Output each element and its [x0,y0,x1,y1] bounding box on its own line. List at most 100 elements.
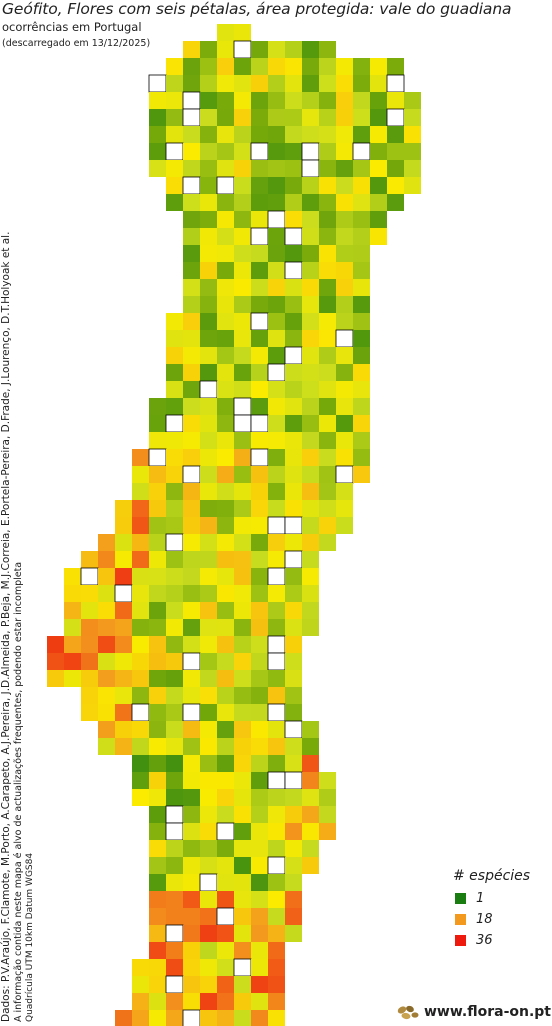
grid-cell [200,908,217,925]
grid-cell [200,160,217,177]
grid-cell [166,772,183,789]
grid-cell [268,976,285,993]
grid-cell [285,840,302,857]
grid-cell [251,857,268,874]
grid-cell [132,636,149,653]
grid-cell [149,517,166,534]
grid-cell [251,653,268,670]
grid-cell [234,653,251,670]
grid-cell [200,772,217,789]
grid-cell [149,619,166,636]
grid-cell [166,381,183,398]
grid-cell [217,670,234,687]
grid-cell [234,24,251,41]
grid-cell [166,636,183,653]
grid-cell [132,993,149,1010]
grid-cell [251,891,268,908]
grid-cell [217,534,234,551]
grid-cell [166,466,183,483]
grid-cell [149,653,166,670]
grid-cell [217,636,234,653]
data-credits-text: Dados: P.V.Araújo, F.Clamote, M.Porto, A… [0,231,12,1022]
grid-cell [132,789,149,806]
grid-cell [149,704,166,721]
grid-cell [132,772,149,789]
grid-cell [217,721,234,738]
grid-cell [200,840,217,857]
grid-cell [98,704,115,721]
grid-cell [336,296,353,313]
grid-cell [285,874,302,891]
grid-cell [64,585,81,602]
grid-cell [216,822,235,841]
grid-cell [234,432,251,449]
grid-cell [302,806,319,823]
grid-cell [115,738,132,755]
grid-cell [148,448,167,467]
grid-cell [285,755,302,772]
grid-cell [132,449,149,466]
grid-cell [217,58,234,75]
grid-cell [353,262,370,279]
grid-cell [319,194,336,211]
grid-cell [217,619,234,636]
grid-cell [217,194,234,211]
grid-cell [199,380,218,399]
grid-cell [183,840,200,857]
grid-cell [353,466,370,483]
grid-cell [149,636,166,653]
grid-cell [217,415,234,432]
grid-cell [302,789,319,806]
grid-cell [166,908,183,925]
grid-cell [183,126,200,143]
grid-cell [251,789,268,806]
grid-cell [115,619,132,636]
grid-cell [302,245,319,262]
grid-cell [268,534,285,551]
grid-cell [285,58,302,75]
grid-cell [268,942,285,959]
grid-cell [302,857,319,874]
grid-cell [217,381,234,398]
grid-cell [268,891,285,908]
grid-cell [149,976,166,993]
grid-cell [251,296,268,313]
grid-cell [166,364,183,381]
grid-cell [200,551,217,568]
grid-cell [251,806,268,823]
grid-cell [285,704,302,721]
grid-cell [183,976,200,993]
grid-cell [183,789,200,806]
grid-cell [233,40,252,59]
grid-cell [302,330,319,347]
grid-cell [182,703,201,722]
flora-on-link[interactable]: www.flora-on.pt [396,1003,551,1021]
grid-cell [200,466,217,483]
grid-cell [183,41,200,58]
grid-cell [165,924,184,943]
grid-cell [268,551,285,568]
grid-cell [166,1010,183,1026]
grid-cell [115,517,132,534]
grid-cell [166,874,183,891]
grid-cell [98,687,115,704]
grid-cell [336,415,353,432]
grid-cell [268,466,285,483]
grid-cell [285,143,302,160]
grid-cell [370,228,387,245]
grid-cell [149,109,166,126]
grid-cell [64,602,81,619]
grid-cell [183,874,200,891]
grid-cell [98,568,115,585]
grid-cell [234,109,251,126]
grid-cell [268,109,285,126]
grid-cell [183,738,200,755]
grid-cell [132,755,149,772]
grid-cell [183,398,200,415]
grid-cell [200,891,217,908]
grid-cell [182,108,201,127]
grid-cell [200,432,217,449]
grid-cell [217,942,234,959]
grid-cell [216,907,235,926]
grid-cell [217,364,234,381]
